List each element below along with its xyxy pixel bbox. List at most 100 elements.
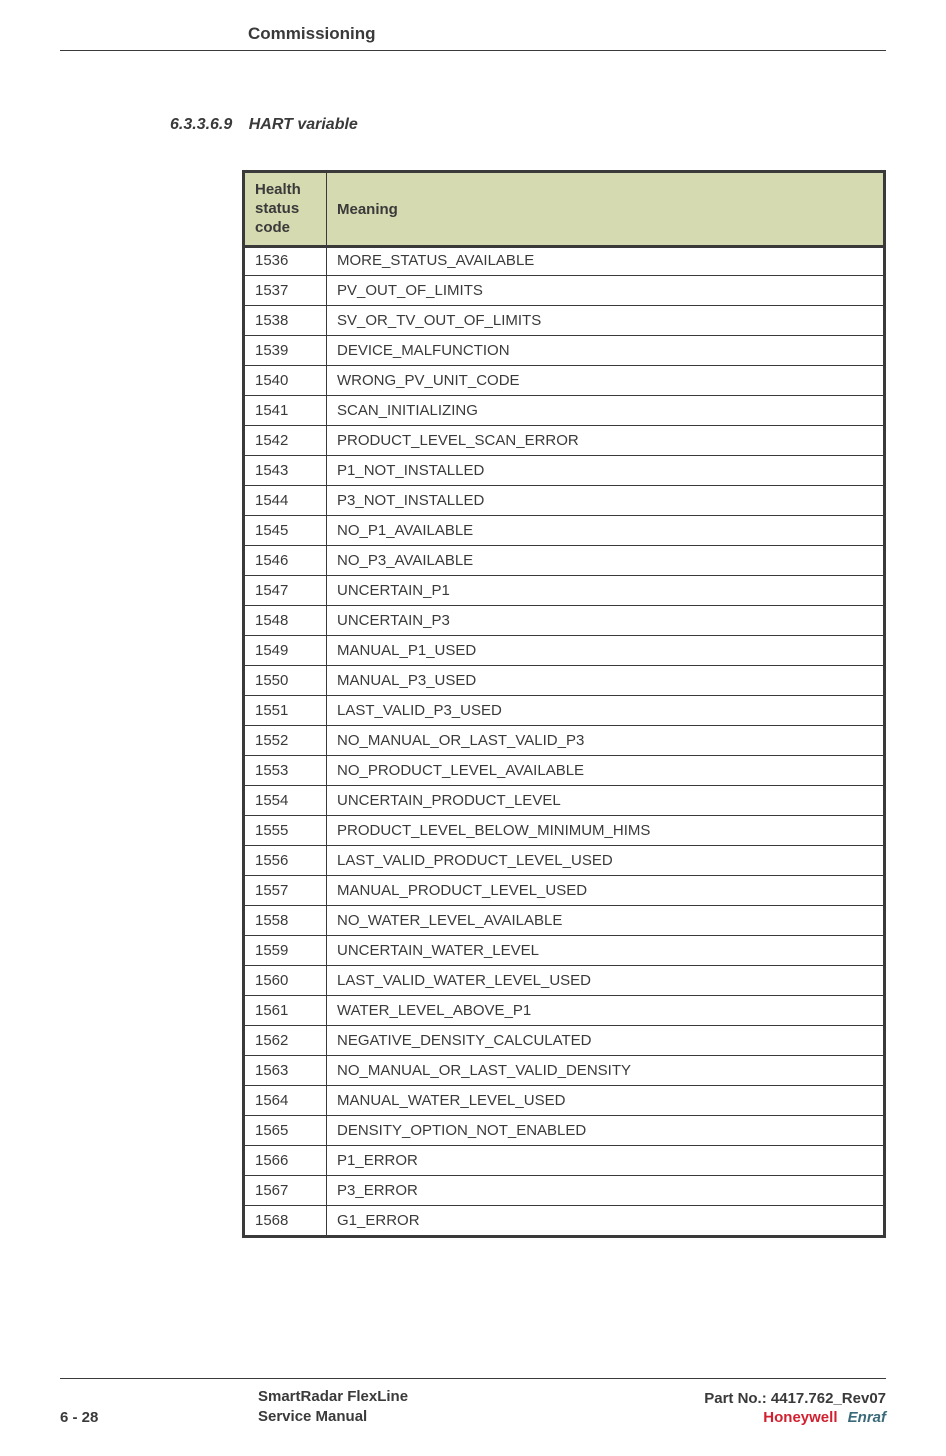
table-row: 1555PRODUCT_LEVEL_BELOW_MINIMUM_HIMS <box>245 816 884 846</box>
cell-code: 1537 <box>245 276 327 306</box>
cell-meaning: LAST_VALID_P3_USED <box>327 696 884 726</box>
table-header-row: Health status code Meaning <box>245 173 884 246</box>
table-row: 1549MANUAL_P1_USED <box>245 636 884 666</box>
cell-meaning: NO_MANUAL_OR_LAST_VALID_DENSITY <box>327 1056 884 1086</box>
cell-meaning: NO_PRODUCT_LEVEL_AVAILABLE <box>327 756 884 786</box>
cell-code: 1563 <box>245 1056 327 1086</box>
table-row: 1548UNCERTAIN_P3 <box>245 606 884 636</box>
cell-code: 1544 <box>245 486 327 516</box>
cell-code: 1545 <box>245 516 327 546</box>
cell-meaning: PRODUCT_LEVEL_SCAN_ERROR <box>327 426 884 456</box>
cell-code: 1560 <box>245 966 327 996</box>
cell-code: 1539 <box>245 336 327 366</box>
cell-meaning: UNCERTAIN_PRODUCT_LEVEL <box>327 786 884 816</box>
table-row: 1562NEGATIVE_DENSITY_CALCULATED <box>245 1026 884 1056</box>
cell-meaning: DENSITY_OPTION_NOT_ENABLED <box>327 1116 884 1146</box>
table-row: 1546NO_P3_AVAILABLE <box>245 546 884 576</box>
table-row: 1560LAST_VALID_WATER_LEVEL_USED <box>245 966 884 996</box>
cell-code: 1551 <box>245 696 327 726</box>
cell-code: 1556 <box>245 846 327 876</box>
cell-code: 1568 <box>245 1206 327 1236</box>
cell-code: 1562 <box>245 1026 327 1056</box>
cell-meaning: DEVICE_MALFUNCTION <box>327 336 884 366</box>
table-row: 1545NO_P1_AVAILABLE <box>245 516 884 546</box>
cell-code: 1541 <box>245 396 327 426</box>
cell-meaning: WATER_LEVEL_ABOVE_P1 <box>327 996 884 1026</box>
part-number: Part No.: 4417.762_Rev07 <box>704 1390 886 1407</box>
cell-meaning: P3_NOT_INSTALLED <box>327 486 884 516</box>
cell-code: 1557 <box>245 876 327 906</box>
cell-meaning: UNCERTAIN_P1 <box>327 576 884 606</box>
table-row: 1539DEVICE_MALFUNCTION <box>245 336 884 366</box>
cell-meaning: UNCERTAIN_WATER_LEVEL <box>327 936 884 966</box>
table-row: 1567P3_ERROR <box>245 1176 884 1206</box>
section-number: 6.3.3.6.9 <box>170 116 232 133</box>
cell-meaning: NO_P3_AVAILABLE <box>327 546 884 576</box>
table-row: 1565DENSITY_OPTION_NOT_ENABLED <box>245 1116 884 1146</box>
cell-code: 1543 <box>245 456 327 486</box>
cell-code: 1548 <box>245 606 327 636</box>
cell-meaning: PV_OUT_OF_LIMITS <box>327 276 884 306</box>
cell-meaning: MANUAL_WATER_LEVEL_USED <box>327 1086 884 1116</box>
table-row: 1554UNCERTAIN_PRODUCT_LEVEL <box>245 786 884 816</box>
table-row: 1559UNCERTAIN_WATER_LEVEL <box>245 936 884 966</box>
doc-title-line1: SmartRadar FlexLine <box>258 1387 696 1407</box>
brand-primary: Honeywell <box>763 1409 837 1426</box>
codes-table-wrap: Health status code Meaning 1536MORE_STAT… <box>244 172 884 1236</box>
table-row: 1557MANUAL_PRODUCT_LEVEL_USED <box>245 876 884 906</box>
cell-code: 1553 <box>245 756 327 786</box>
cell-meaning: MANUAL_P3_USED <box>327 666 884 696</box>
cell-code: 1564 <box>245 1086 327 1116</box>
section-title: HART variable <box>249 116 358 133</box>
table-row: 1564MANUAL_WATER_LEVEL_USED <box>245 1086 884 1116</box>
table-row: 1566P1_ERROR <box>245 1146 884 1176</box>
col-header-code: Health status code <box>245 173 327 246</box>
cell-meaning: G1_ERROR <box>327 1206 884 1236</box>
doc-title-line2: Service Manual <box>258 1407 696 1427</box>
table-row: 1552NO_MANUAL_OR_LAST_VALID_P3 <box>245 726 884 756</box>
cell-code: 1561 <box>245 996 327 1026</box>
cell-meaning: NO_MANUAL_OR_LAST_VALID_P3 <box>327 726 884 756</box>
codes-table: Health status code Meaning 1536MORE_STAT… <box>244 172 884 1236</box>
cell-meaning: P3_ERROR <box>327 1176 884 1206</box>
table-row: 1542PRODUCT_LEVEL_SCAN_ERROR <box>245 426 884 456</box>
cell-meaning: NEGATIVE_DENSITY_CALCULATED <box>327 1026 884 1056</box>
cell-meaning: SV_OR_TV_OUT_OF_LIMITS <box>327 306 884 336</box>
cell-meaning: LAST_VALID_PRODUCT_LEVEL_USED <box>327 846 884 876</box>
cell-meaning: MORE_STATUS_AVAILABLE <box>327 246 884 276</box>
cell-code: 1566 <box>245 1146 327 1176</box>
section-heading: 6.3.3.6.9 HART variable <box>170 116 358 134</box>
cell-meaning: P1_ERROR <box>327 1146 884 1176</box>
chapter-title: Commissioning <box>248 24 376 43</box>
cell-code: 1546 <box>245 546 327 576</box>
table-row: 1550MANUAL_P3_USED <box>245 666 884 696</box>
cell-code: 1567 <box>245 1176 327 1206</box>
table-row: 1558NO_WATER_LEVEL_AVAILABLE <box>245 906 884 936</box>
table-row: 1568G1_ERROR <box>245 1206 884 1236</box>
cell-code: 1554 <box>245 786 327 816</box>
cell-code: 1540 <box>245 366 327 396</box>
cell-code: 1542 <box>245 426 327 456</box>
brand-logo: Honeywell Enraf <box>763 1409 886 1426</box>
brand-secondary: Enraf <box>848 1409 886 1426</box>
cell-code: 1549 <box>245 636 327 666</box>
cell-meaning: SCAN_INITIALIZING <box>327 396 884 426</box>
doc-title: SmartRadar FlexLine Service Manual <box>258 1387 696 1426</box>
cell-code: 1552 <box>245 726 327 756</box>
cell-meaning: NO_WATER_LEVEL_AVAILABLE <box>327 906 884 936</box>
cell-meaning: NO_P1_AVAILABLE <box>327 516 884 546</box>
table-row: 1543P1_NOT_INSTALLED <box>245 456 884 486</box>
table-row: 1536MORE_STATUS_AVAILABLE <box>245 246 884 276</box>
cell-meaning: P1_NOT_INSTALLED <box>327 456 884 486</box>
page-footer: 6 - 28 SmartRadar FlexLine Service Manua… <box>60 1378 886 1426</box>
table-row: 1561WATER_LEVEL_ABOVE_P1 <box>245 996 884 1026</box>
table-row: 1538SV_OR_TV_OUT_OF_LIMITS <box>245 306 884 336</box>
page-header: Commissioning <box>60 24 886 51</box>
cell-code: 1547 <box>245 576 327 606</box>
col-header-meaning: Meaning <box>327 173 884 246</box>
cell-code: 1550 <box>245 666 327 696</box>
cell-meaning: PRODUCT_LEVEL_BELOW_MINIMUM_HIMS <box>327 816 884 846</box>
cell-code: 1536 <box>245 246 327 276</box>
cell-code: 1559 <box>245 936 327 966</box>
cell-code: 1538 <box>245 306 327 336</box>
